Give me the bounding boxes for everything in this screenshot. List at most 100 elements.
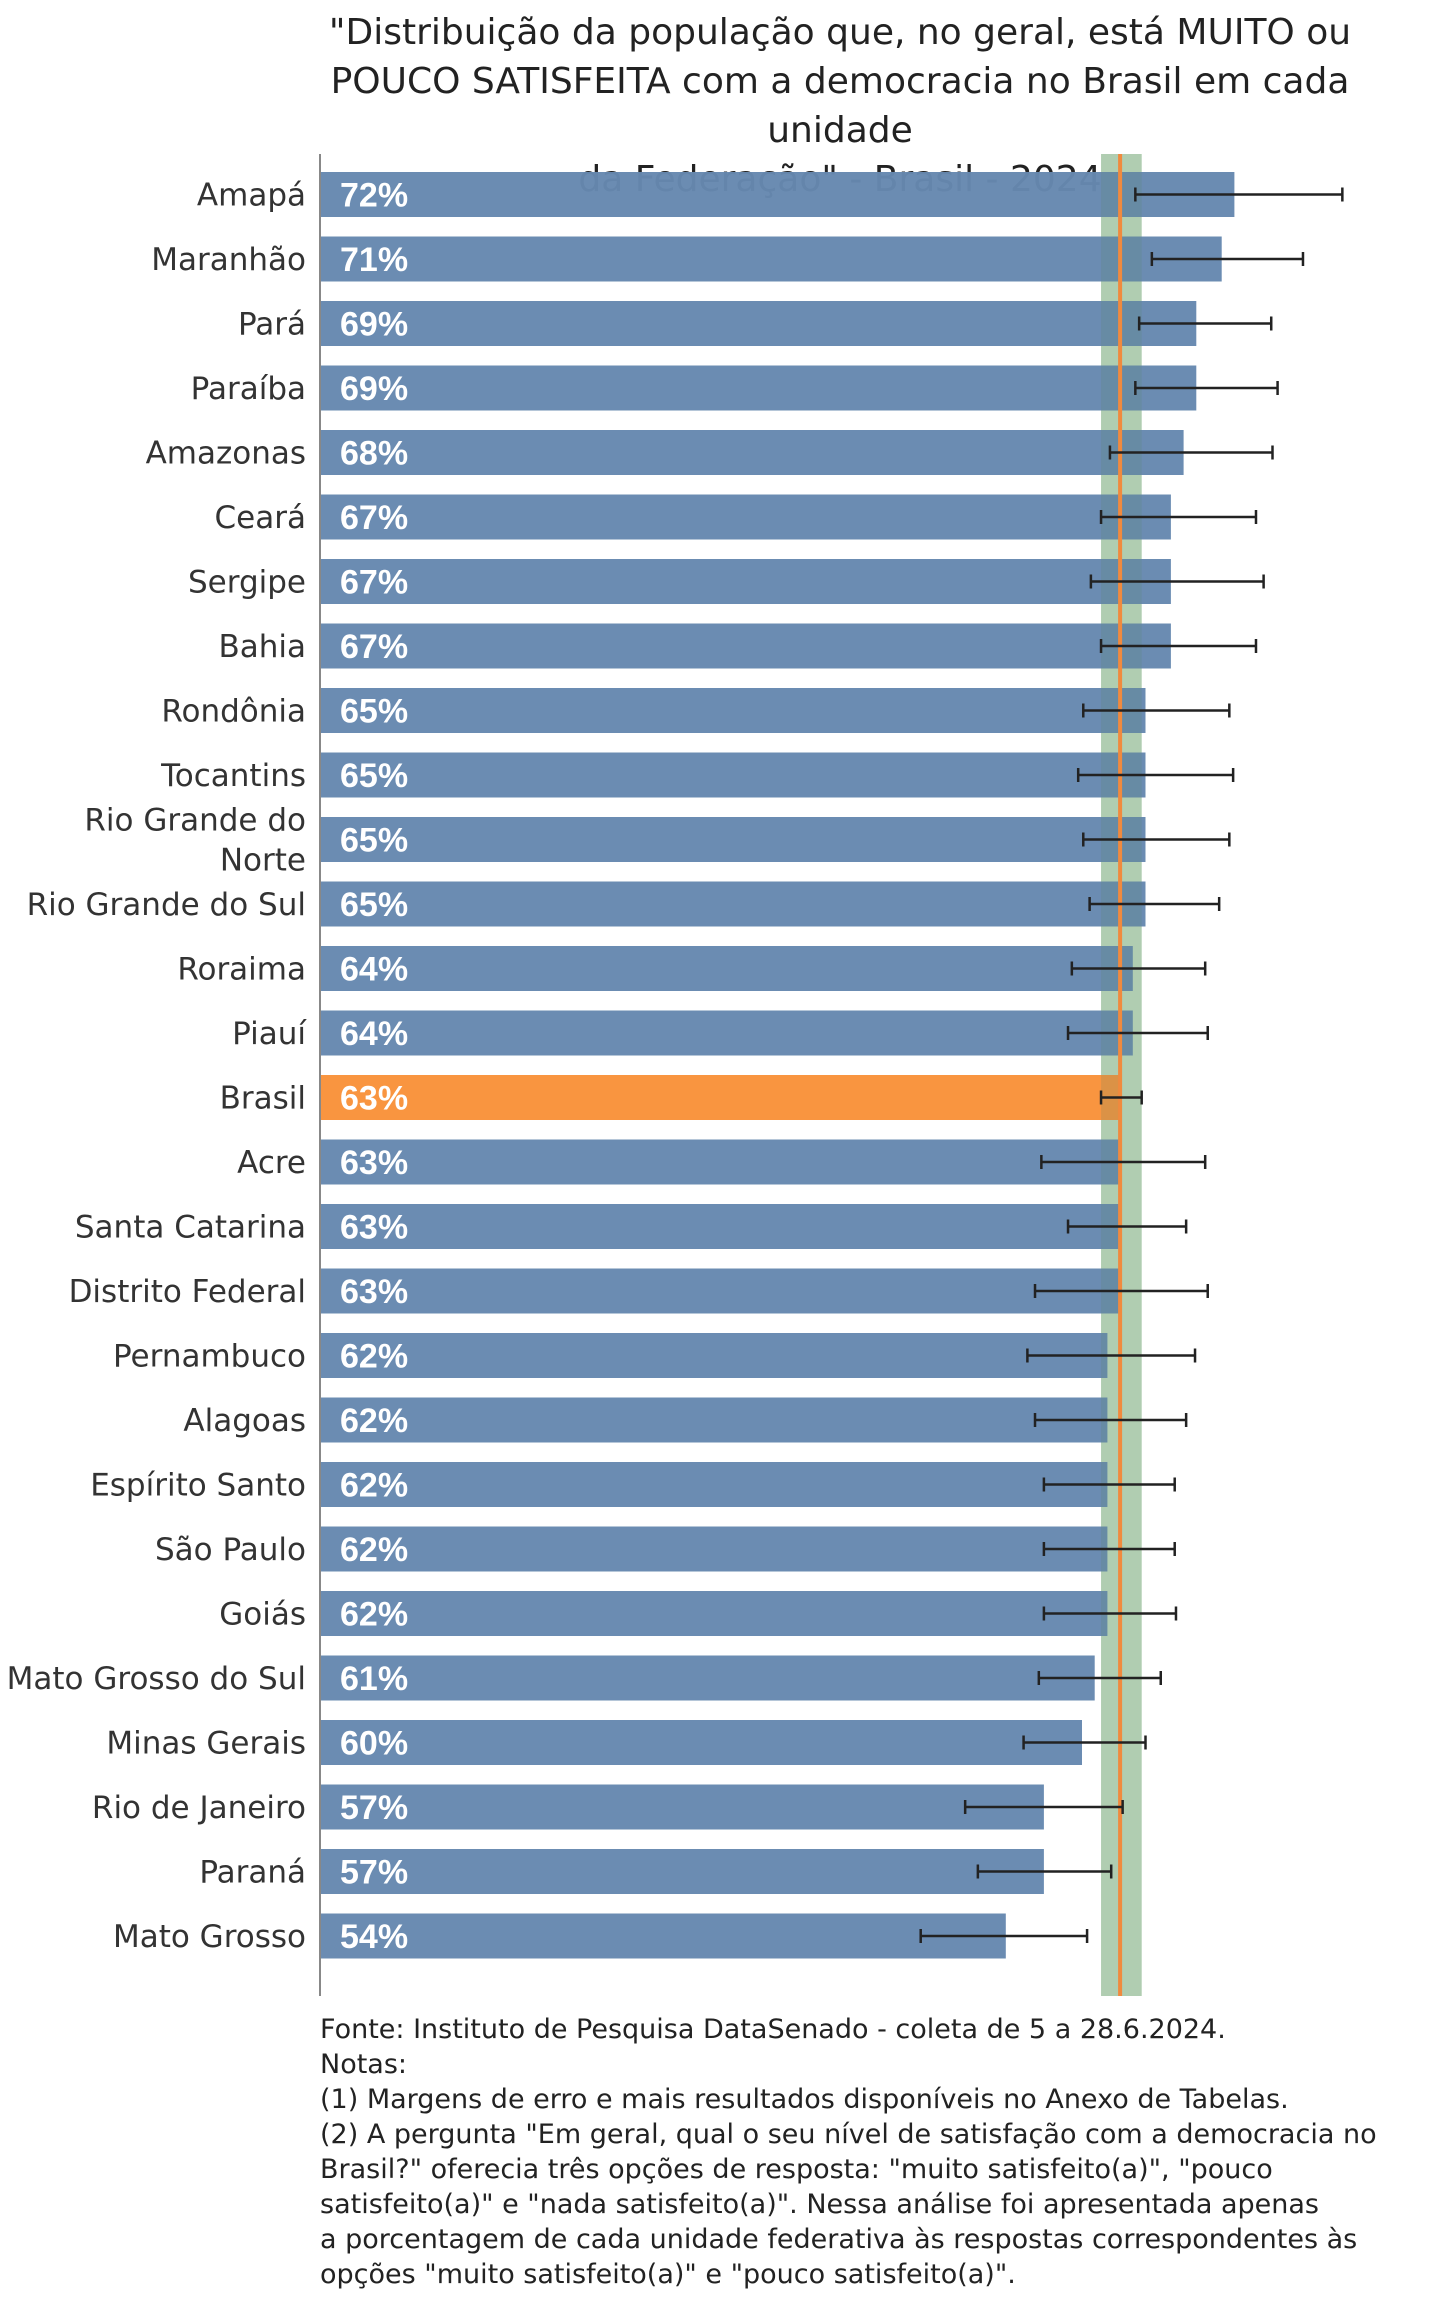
value-label-sergipe: 67%	[340, 564, 408, 602]
bar-sao-paulo	[320, 1526, 1108, 1572]
bar-rondonia	[320, 688, 1146, 733]
bar-rio-grande-do-sul	[320, 881, 1146, 927]
value-label-ceara: 67%	[340, 499, 408, 537]
error-bar-ceara	[1099, 510, 1258, 524]
category-label-acre: Acre	[237, 1145, 306, 1181]
category-label-amapa: Amapá	[197, 178, 306, 214]
value-label-mato-grosso-do-sul: 61%	[340, 1660, 408, 1698]
category-label-brasil: Brasil	[220, 1081, 306, 1117]
error-bar-alagoas	[1033, 1413, 1188, 1427]
bar-bahia	[320, 623, 1171, 669]
category-label-bahia: Bahia	[218, 629, 306, 665]
error-bar-parana	[976, 1864, 1113, 1879]
bar-mato-grosso	[320, 1913, 1006, 1959]
value-label-alagoas: 62%	[340, 1402, 408, 1440]
value-label-amazonas: 68%	[340, 435, 408, 473]
category-label-sao-paulo: São Paulo	[155, 1532, 306, 1568]
footnote-note-1: (1) Margens de erro e mais resultados di…	[320, 2084, 1289, 2115]
error-bar-roraima	[1070, 961, 1207, 976]
error-bar-rio-de-janeiro	[963, 1800, 1124, 1814]
bar-maranhao	[320, 236, 1222, 282]
error-bar-pernambuco	[1026, 1348, 1197, 1363]
value-label-piaui: 64%	[340, 1015, 408, 1053]
category-label-roraima: Roraima	[177, 952, 306, 988]
category-label-pernambuco: Pernambuco	[113, 1339, 306, 1375]
bar-espirito-santo	[320, 1462, 1108, 1507]
category-label-goias: Goiás	[219, 1597, 306, 1633]
value-label-sao-paulo: 62%	[340, 1531, 408, 1569]
error-bar-sergipe	[1089, 574, 1265, 589]
bar-minas-gerais	[320, 1720, 1082, 1765]
value-label-santa-catarina: 63%	[340, 1209, 408, 1247]
category-label-rio-grande-do-sul: Rio Grande do Sul	[27, 887, 306, 923]
bar-roraima	[320, 946, 1133, 991]
category-label-maranhao: Maranhão	[151, 242, 306, 278]
footnote-note-2-line-1: (2) A pergunta "Em geral, qual o seu nív…	[320, 2119, 1377, 2150]
category-label-amazonas: Amazonas	[146, 436, 306, 472]
value-label-minas-gerais: 60%	[340, 1725, 408, 1763]
title-line-2: POUCO SATISFEITA com a democracia no Bra…	[330, 61, 1350, 151]
category-label-sergipe: Sergipe	[188, 565, 306, 601]
error-bar-distrito-federal	[1033, 1284, 1209, 1298]
footnote-source: Fonte: Instituto de Pesquisa DataSenado …	[320, 2014, 1226, 2045]
error-bar-para	[1137, 316, 1273, 331]
value-label-amapa: 72%	[340, 177, 408, 215]
footnote-notes-heading: Notas:	[320, 2049, 408, 2080]
bar-ceara	[320, 494, 1171, 540]
category-label-rio-grande-do-norte: Rio Grande do Norte	[84, 803, 306, 879]
value-label-parana: 57%	[340, 1854, 408, 1892]
category-label-mato-grosso: Mato Grosso	[113, 1919, 306, 1955]
category-label-minas-gerais: Minas Gerais	[106, 1726, 306, 1762]
value-label-rio-grande-do-sul: 65%	[340, 886, 408, 924]
error-bar-tocantins	[1076, 768, 1235, 782]
error-bar-espirito-santo	[1042, 1477, 1176, 1492]
error-bar-rondonia	[1082, 703, 1231, 718]
bar-acre	[320, 1139, 1121, 1185]
category-label-rondonia: Rondônia	[161, 694, 306, 730]
value-label-bahia: 67%	[340, 628, 408, 666]
bar-paraiba	[320, 365, 1197, 411]
value-label-goias: 62%	[340, 1596, 408, 1634]
value-label-roraima: 64%	[340, 951, 408, 989]
bar-distrito-federal	[320, 1268, 1121, 1314]
category-label-piaui: Piauí	[232, 1016, 307, 1052]
error-bar-santa-catarina	[1066, 1219, 1188, 1234]
error-bar-goias	[1042, 1606, 1178, 1621]
error-bar-minas-gerais	[1022, 1735, 1147, 1750]
category-label-distrito-federal: Distrito Federal	[69, 1274, 306, 1310]
category-label-espirito-santo: Espírito Santo	[90, 1468, 306, 1504]
bar-amapa	[320, 172, 1235, 217]
category-label-alagoas: Alagoas	[183, 1403, 306, 1439]
bar-sergipe	[320, 559, 1171, 604]
error-bar-mato-grosso-do-sul	[1037, 1671, 1162, 1685]
footnote-note-2-line-3: satisfeito(a)" e "nada satisfeito(a)". N…	[320, 2189, 1319, 2220]
bar-para	[320, 301, 1197, 346]
bar-rio-grande-do-norte	[320, 817, 1146, 862]
category-label-santa-catarina: Santa Catarina	[75, 1210, 306, 1246]
error-bar-bahia	[1099, 639, 1258, 653]
error-bar-amapa	[1134, 187, 1344, 202]
footnote-note-2-line-2: Brasil?" oferecia três opções de respost…	[320, 2154, 1273, 2185]
value-label-maranhao: 71%	[340, 241, 408, 279]
value-label-rio-de-janeiro: 57%	[340, 1789, 408, 1827]
error-bar-brasil	[1099, 1090, 1143, 1105]
bar-parana	[320, 1849, 1044, 1894]
chart-title: "Distribuição da população que, no geral…	[280, 8, 1400, 204]
category-label-para: Pará	[238, 307, 306, 343]
category-label-mato-grosso-do-sul: Mato Grosso do Sul	[7, 1661, 306, 1697]
value-label-para: 69%	[340, 306, 408, 344]
bar-amazonas	[320, 430, 1184, 475]
error-bar-mato-grosso	[919, 1929, 1089, 1943]
error-bar-sao-paulo	[1042, 1542, 1176, 1556]
value-label-mato-grosso: 54%	[340, 1918, 408, 1956]
value-label-brasil: 63%	[340, 1080, 408, 1118]
category-label-tocantins: Tocantins	[160, 758, 306, 794]
bar-mato-grosso-do-sul	[320, 1655, 1095, 1701]
value-label-distrito-federal: 63%	[340, 1273, 408, 1311]
title-line-1: "Distribuição da população que, no geral…	[328, 12, 1352, 53]
error-bar-amazonas	[1108, 445, 1274, 460]
error-bar-paraiba	[1134, 381, 1279, 395]
value-label-acre: 63%	[340, 1144, 408, 1182]
value-label-paraiba: 69%	[340, 370, 408, 408]
bar-piaui	[320, 1010, 1133, 1056]
